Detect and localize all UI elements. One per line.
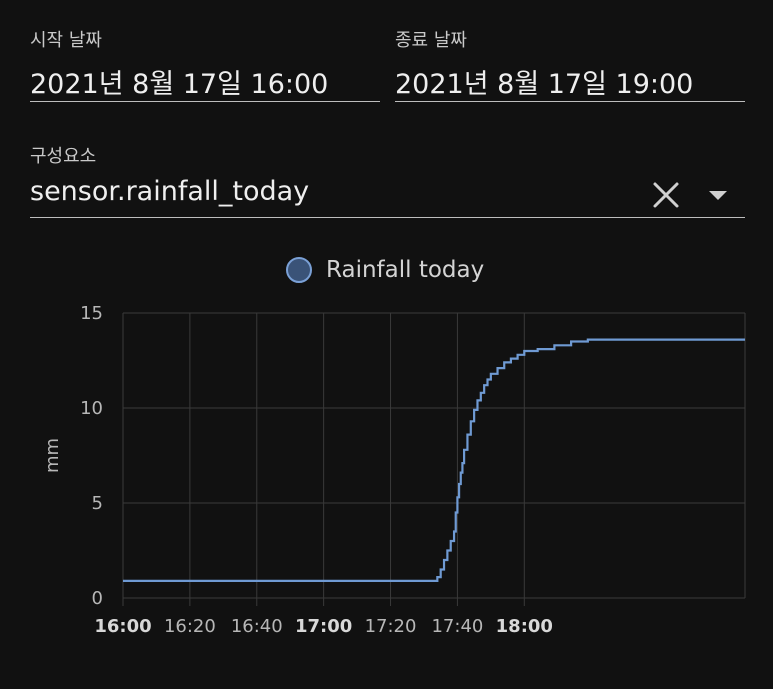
x-tick-label-0: 16:00 <box>94 616 151 637</box>
close-icon-svg <box>653 182 679 208</box>
start-date-label: 시작 날짜 <box>30 30 102 51</box>
entity-input[interactable]: sensor.rainfall_today <box>30 176 310 207</box>
legend-swatch-rainfall <box>286 257 312 283</box>
entity-label: 구성요소 <box>30 146 97 167</box>
y-tick-label-0: 0 <box>92 588 103 609</box>
entity-picker[interactable]: 구성요소 sensor.rainfall_today <box>30 142 745 222</box>
start-date-value[interactable]: 2021년 8월 17일 16:00 <box>30 69 329 100</box>
chart-legend[interactable]: Rainfall today <box>286 254 484 286</box>
y-tick-label-1: 5 <box>92 493 103 514</box>
x-tick-label-2: 16:40 <box>231 616 283 637</box>
end-date-label: 종료 날짜 <box>395 30 467 51</box>
x-tick-label-4: 17:20 <box>365 616 417 637</box>
x-tick-label-1: 16:20 <box>164 616 216 637</box>
caret-down-icon-svg <box>709 191 727 200</box>
y-tick-label-2: 10 <box>80 398 103 419</box>
end-date-value[interactable]: 2021년 8월 17일 19:00 <box>395 69 694 100</box>
rainfall-chart: 0 5 10 15 16:00 16:20 16:40 17:00 17:20 17:40 18:0… <box>42 303 746 637</box>
x-tick-label-6: 18:00 <box>496 616 553 637</box>
end-date-field[interactable]: 종료 날짜 2021년 8월 17일 19:00 <box>395 26 745 106</box>
series-line-rainfall-0 <box>123 338 745 582</box>
entity-underline <box>30 217 745 218</box>
x-tick-label-5: 17:40 <box>431 616 483 637</box>
clear-icon[interactable] <box>649 178 683 212</box>
caret-down-icon[interactable] <box>701 178 735 212</box>
end-date-underline <box>395 101 745 102</box>
y-axis-label: mm <box>42 438 63 473</box>
legend-label-rainfall: Rainfall today <box>326 257 485 283</box>
y-tick-label-3: 15 <box>80 303 103 324</box>
start-date-underline <box>30 101 380 102</box>
x-tick-label-3: 17:00 <box>295 616 352 637</box>
start-date-field[interactable]: 시작 날짜 2021년 8월 17일 16:00 <box>30 26 380 106</box>
